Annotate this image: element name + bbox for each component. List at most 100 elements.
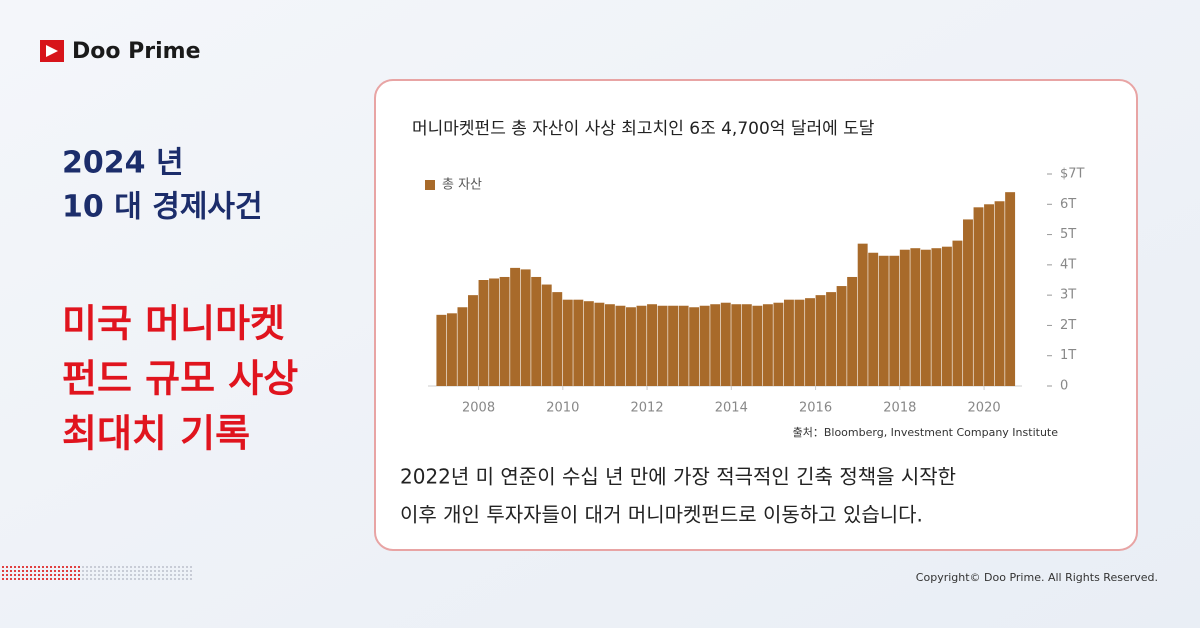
decor-dot	[86, 570, 88, 572]
bar	[984, 204, 995, 386]
bar	[794, 299, 805, 386]
decor-dot	[66, 578, 68, 580]
chart-title: 머니마켓펀드 총 자산이 사상 최고치인 6조 4,700억 달러에 도달	[412, 119, 875, 139]
decor-dot	[94, 566, 96, 568]
decor-dot	[18, 570, 20, 572]
decor-dot	[186, 578, 188, 580]
decor-dot	[162, 574, 164, 576]
decor-dot	[110, 578, 112, 580]
bar	[457, 307, 468, 386]
y-tick-label: 2T	[1060, 318, 1076, 333]
decor-dot	[62, 566, 64, 568]
bar	[531, 276, 542, 386]
decor-dot	[70, 570, 72, 572]
decor-dot	[102, 570, 104, 572]
bar	[857, 243, 868, 386]
bar	[920, 249, 931, 386]
decor-dot	[30, 570, 32, 572]
decor-dot	[42, 578, 44, 580]
bar	[668, 305, 679, 386]
decor-dot	[14, 578, 16, 580]
decor-dot	[42, 566, 44, 568]
decor-dot	[78, 570, 80, 572]
legend-label: 총 자산	[442, 178, 482, 193]
bar	[878, 255, 889, 386]
decor-dot	[74, 566, 76, 568]
decor-dot	[122, 566, 124, 568]
decor-dot	[2, 574, 4, 576]
decor-dot	[114, 578, 116, 580]
decor-dot	[34, 570, 36, 572]
decor-dot	[174, 566, 176, 568]
decor-dot	[98, 570, 100, 572]
decor-dot	[38, 578, 40, 580]
decor-dot	[86, 578, 88, 580]
decor-dot	[158, 574, 160, 576]
decor-dot	[54, 566, 56, 568]
decor-dot	[18, 574, 20, 576]
decor-dot	[46, 566, 48, 568]
decor-dot	[34, 578, 36, 580]
decor-dot	[118, 570, 120, 572]
decor-dot	[190, 570, 192, 572]
decor-dot	[150, 566, 152, 568]
decor-dot	[6, 578, 8, 580]
decor-dot	[46, 578, 48, 580]
bar	[910, 248, 921, 386]
bar	[520, 269, 531, 386]
decor-dot	[10, 578, 12, 580]
decor-dot	[166, 566, 168, 568]
decor-dot	[78, 578, 80, 580]
decor-dot	[50, 574, 52, 576]
decor-dot	[66, 574, 68, 576]
decor-dot	[6, 574, 8, 576]
decor-dot	[154, 566, 156, 568]
decor-dot	[70, 578, 72, 580]
decor-dot	[10, 566, 12, 568]
decor-dot	[66, 566, 68, 568]
decor-dot	[158, 578, 160, 580]
decor-dot	[94, 574, 96, 576]
decor-dot	[26, 566, 28, 568]
bar	[689, 307, 700, 386]
decor-dot	[130, 574, 132, 576]
decor-dot	[58, 570, 60, 572]
decor-dot	[186, 574, 188, 576]
decor-dot	[110, 566, 112, 568]
decor-dot	[30, 566, 32, 568]
decor-dot	[150, 570, 152, 572]
decor-dot	[102, 566, 104, 568]
decor-dot	[2, 566, 4, 568]
bar	[478, 280, 489, 386]
bar	[899, 249, 910, 386]
decor-dot	[50, 578, 52, 580]
decor-dot	[94, 570, 96, 572]
decor-dot	[178, 566, 180, 568]
decor-dot	[2, 570, 4, 572]
decor-dot	[134, 578, 136, 580]
decor-dot	[154, 574, 156, 576]
decor-dot	[106, 570, 108, 572]
decor-dot	[126, 566, 128, 568]
decor-dot	[174, 578, 176, 580]
decor-dot	[118, 566, 120, 568]
decor-dot	[126, 574, 128, 576]
decor-dot	[122, 578, 124, 580]
decor-dot	[98, 578, 100, 580]
bar	[773, 302, 784, 386]
decor-dot	[46, 574, 48, 576]
decor-dot	[142, 570, 144, 572]
decor-dot	[30, 578, 32, 580]
bar	[720, 302, 731, 386]
decor-dot	[94, 578, 96, 580]
decor-dot	[106, 578, 108, 580]
decor-dot	[98, 566, 100, 568]
x-tick-label: 2016	[799, 401, 832, 416]
bar	[963, 219, 973, 386]
decor-dot	[170, 578, 172, 580]
decor-dot	[98, 574, 100, 576]
y-tick-label: 0	[1060, 379, 1068, 394]
decor-dot	[166, 570, 168, 572]
decor-dot	[178, 578, 180, 580]
bar	[552, 292, 563, 386]
